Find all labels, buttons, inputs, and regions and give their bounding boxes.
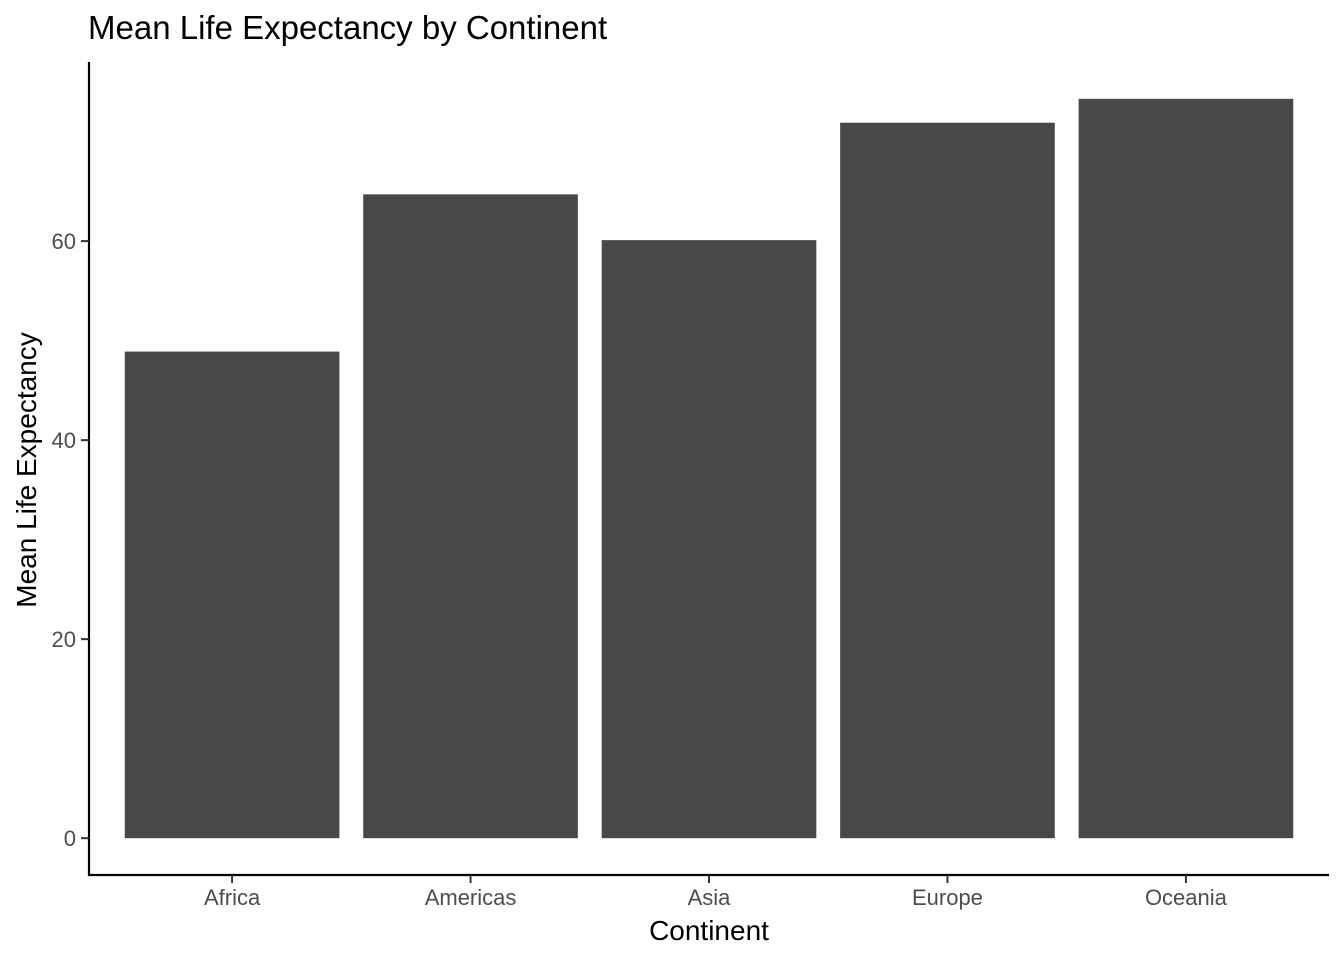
x-tick-label-oceania: Oceania — [1145, 885, 1228, 910]
bar-asia — [601, 240, 817, 839]
x-tick-label-europe: Europe — [912, 885, 983, 910]
chart-title: Mean Life Expectancy by Continent — [88, 9, 607, 46]
x-axis-title: Continent — [649, 915, 769, 946]
bar-americas — [363, 194, 578, 839]
y-axis-title: Mean Life Expectancy — [11, 332, 42, 608]
y-tick-label: 40 — [52, 428, 76, 453]
x-tick-label-asia: Asia — [688, 885, 732, 910]
bar-europe — [840, 122, 1055, 839]
y-tick-label: 60 — [52, 229, 76, 254]
bars-group — [124, 98, 1294, 839]
bar-africa — [124, 351, 340, 839]
bar-oceania — [1078, 98, 1294, 839]
x-tick-label-africa: Africa — [204, 885, 261, 910]
x-ticks-group: Africa Americas Asia Europe Oceania — [204, 875, 1228, 910]
y-tick-label: 0 — [64, 826, 76, 851]
x-tick-label-americas: Americas — [425, 885, 517, 910]
y-tick-label: 20 — [52, 627, 76, 652]
y-ticks-group: 0 20 40 60 — [52, 229, 89, 851]
